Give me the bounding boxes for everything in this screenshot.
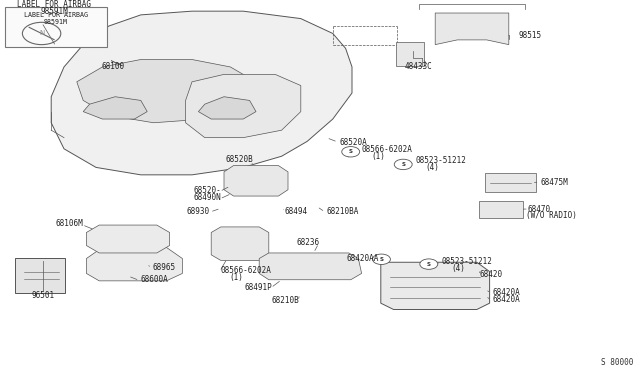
Polygon shape <box>259 253 362 280</box>
Text: 68520-: 68520- <box>193 186 221 195</box>
FancyBboxPatch shape <box>396 42 424 66</box>
Text: (4): (4) <box>451 264 465 273</box>
Text: 68930: 68930 <box>187 207 210 216</box>
FancyBboxPatch shape <box>479 201 523 218</box>
Text: 68420A: 68420A <box>493 288 520 296</box>
Text: S 80000: S 80000 <box>601 358 634 367</box>
Text: 68420AA: 68420AA <box>346 254 379 263</box>
Text: 68210B: 68210B <box>272 296 300 305</box>
Polygon shape <box>86 247 182 281</box>
Text: S: S <box>380 257 383 262</box>
Circle shape <box>394 159 412 170</box>
Text: 68420A: 68420A <box>493 295 520 304</box>
Polygon shape <box>224 166 288 196</box>
Text: 68494: 68494 <box>285 207 308 216</box>
Text: N: N <box>39 31 44 36</box>
Text: 08523-51212: 08523-51212 <box>442 257 492 266</box>
Text: 68475M: 68475M <box>541 178 568 187</box>
Text: (W/O RADIO): (W/O RADIO) <box>526 211 577 220</box>
Text: 68106M: 68106M <box>56 219 83 228</box>
Text: 68420: 68420 <box>480 270 503 279</box>
Polygon shape <box>381 262 490 310</box>
Text: 08566-6202A: 08566-6202A <box>221 266 271 275</box>
Text: S: S <box>401 162 405 167</box>
Text: 98515: 98515 <box>518 31 541 40</box>
Text: 68520A: 68520A <box>339 138 367 147</box>
Text: 68965: 68965 <box>152 263 175 272</box>
Text: 98591M: 98591M <box>44 19 68 25</box>
Text: LABEL FOR AIRBAG: LABEL FOR AIRBAG <box>17 0 92 9</box>
Polygon shape <box>83 97 147 119</box>
Text: 08523-51212: 08523-51212 <box>416 156 467 165</box>
Polygon shape <box>86 225 170 253</box>
Polygon shape <box>198 97 256 119</box>
Circle shape <box>372 254 390 264</box>
Text: 68490N: 68490N <box>193 193 221 202</box>
Text: 68100: 68100 <box>102 62 125 71</box>
Circle shape <box>342 147 360 157</box>
Circle shape <box>420 259 438 269</box>
Text: S: S <box>427 262 431 267</box>
Text: LABEL FOR AIRBAG: LABEL FOR AIRBAG <box>24 12 88 18</box>
Text: 68600A: 68600A <box>141 275 168 284</box>
Text: (1): (1) <box>229 273 243 282</box>
Polygon shape <box>77 60 256 123</box>
Polygon shape <box>51 11 352 175</box>
Polygon shape <box>435 13 509 45</box>
FancyBboxPatch shape <box>15 258 65 293</box>
Text: (1): (1) <box>371 152 385 161</box>
Polygon shape <box>186 74 301 138</box>
Text: 48433C: 48433C <box>404 62 432 71</box>
Polygon shape <box>211 227 269 260</box>
Text: 08566-6202A: 08566-6202A <box>362 145 412 154</box>
Text: 96501: 96501 <box>32 291 55 300</box>
Text: S: S <box>349 149 353 154</box>
Text: 68210BA: 68210BA <box>326 207 359 216</box>
FancyBboxPatch shape <box>485 173 536 192</box>
FancyBboxPatch shape <box>5 7 107 47</box>
Text: 68236: 68236 <box>297 238 320 247</box>
Text: 68470: 68470 <box>528 205 551 214</box>
Text: 68491P: 68491P <box>244 283 272 292</box>
Text: 68520B: 68520B <box>225 155 253 164</box>
Text: (4): (4) <box>426 163 440 172</box>
Text: 98591M: 98591M <box>40 7 68 16</box>
